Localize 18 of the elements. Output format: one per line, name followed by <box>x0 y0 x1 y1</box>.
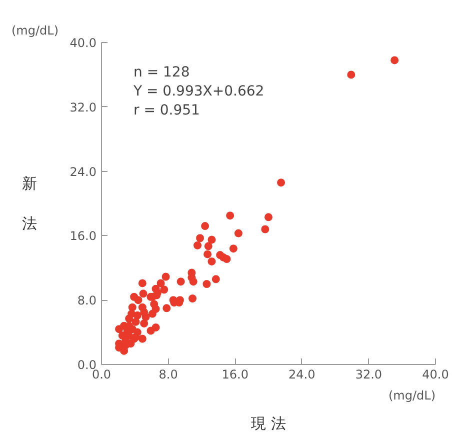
x-tick-label: 0.0 <box>92 368 112 382</box>
x-tick-label: 40.0 <box>422 368 449 382</box>
x-tick-label: 24.0 <box>288 368 316 382</box>
y-tick-label: 24.0 <box>70 164 96 179</box>
x-tick-label: 16.0 <box>222 368 248 382</box>
text: 新法 <box>22 174 37 232</box>
annotation: n = 128 <box>134 64 190 80</box>
annotation: Y = 0.993X+0.662 <box>132 84 264 100</box>
text: (mg/dL) <box>388 388 436 402</box>
y-tick-label: 40.0 <box>70 36 96 50</box>
x-axis-title: 現 法 <box>251 414 286 432</box>
x-tick-label: 32.0 <box>355 368 382 382</box>
y-tick-label: 32.0 <box>70 100 96 114</box>
y-tick-label: 8.0 <box>77 294 97 308</box>
text: (mg/dL) <box>12 24 59 38</box>
y-tick-label: 16.0 <box>70 229 96 244</box>
x-tick-label: 8.0 <box>158 368 178 382</box>
annotation: r = 0.951 <box>134 102 200 118</box>
